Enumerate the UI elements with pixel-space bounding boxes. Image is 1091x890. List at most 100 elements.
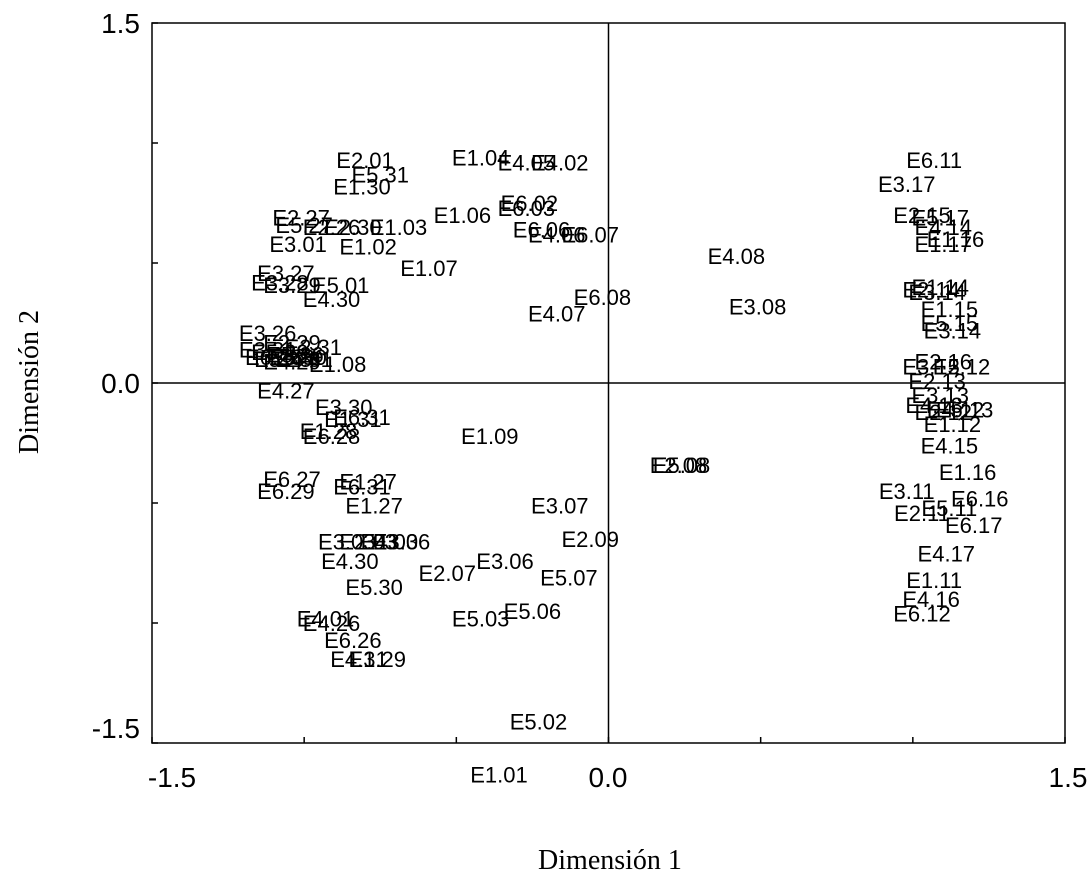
point-label-34: E3.31 xyxy=(239,338,297,363)
point-label-104: E6.17 xyxy=(945,513,1003,538)
point-label-8: E1.06 xyxy=(434,203,492,228)
point-label-79: E4.14 xyxy=(915,215,973,240)
point-label-3: E4.02 xyxy=(531,150,589,175)
point-label-17: E3.01 xyxy=(269,232,327,257)
point-label-80: E1.16 xyxy=(927,227,985,252)
point-label-96: E5.13 xyxy=(936,398,994,423)
point-label-68: E4.01 xyxy=(297,606,355,631)
point-label-62: E2.07 xyxy=(418,561,476,586)
point-label-19: E4.08 xyxy=(708,244,766,269)
point-label-38: E4.31 xyxy=(275,347,333,372)
point-label-42: E3.30 xyxy=(315,395,373,420)
point-label-23: E3.29 xyxy=(263,273,321,298)
x-tick-label-right: 1.5 xyxy=(1049,762,1088,793)
point-label-13: E1.03 xyxy=(370,215,428,240)
point-label-85: E1.15 xyxy=(921,297,979,322)
point-label-60: E2.09 xyxy=(561,527,619,552)
point-label-6: E6.02 xyxy=(501,191,559,216)
point-label-28: E4.07 xyxy=(528,302,586,327)
point-label-66: E5.06 xyxy=(504,599,562,624)
point-label-41: E4.27 xyxy=(257,378,315,403)
point-label-64: E5.07 xyxy=(540,566,598,591)
point-label-102: E2.11 xyxy=(894,501,950,526)
point-label-59: E3.06 xyxy=(373,530,431,555)
point-label-84: E3.14 xyxy=(908,280,966,305)
point-label-1: E1.04 xyxy=(452,146,510,171)
point-label-37: E6.26 xyxy=(245,345,303,370)
point-label-21: E3.27 xyxy=(257,261,315,286)
point-label-4: E5.31 xyxy=(352,162,410,187)
point-label-25: E4.30 xyxy=(303,287,361,312)
point-label-75: E6.11 xyxy=(906,148,962,173)
point-label-58: E4.03 xyxy=(361,530,419,555)
point-label-90: E5.12 xyxy=(933,354,991,379)
point-label-70: E6.26 xyxy=(324,628,382,653)
point-label-47: E1.09 xyxy=(461,424,519,449)
point-label-63: E3.06 xyxy=(476,549,534,574)
y-axis-title: Dimensión 2 xyxy=(14,310,45,454)
point-label-31: E2.31 xyxy=(285,335,343,360)
point-label-103: E5.11 xyxy=(921,496,977,521)
point-label-73: E5.02 xyxy=(510,710,568,735)
point-label-56: E3.03 xyxy=(318,530,376,555)
point-label-57: E2.03 xyxy=(339,530,397,555)
point-label-107: E4.16 xyxy=(902,587,960,612)
point-label-39: E5.26 xyxy=(266,342,324,367)
point-label-27: E3.08 xyxy=(729,294,787,319)
point-label-14: E6.06 xyxy=(513,218,571,243)
point-label-92: E3.13 xyxy=(911,383,969,408)
point-label-101: E6.16 xyxy=(951,486,1009,511)
point-label-20: E1.07 xyxy=(400,256,458,281)
point-label-36: E4.29 xyxy=(263,350,321,375)
point-label-29: E3.26 xyxy=(239,321,297,346)
point-label-93: E4.13 xyxy=(905,393,963,418)
axis-ticks xyxy=(151,22,1066,744)
point-label-48: E2.08 xyxy=(650,453,708,478)
point-label-33: E6.30 xyxy=(269,345,327,370)
point-label-71: E4.31 xyxy=(330,647,388,672)
point-label-53: E6.31 xyxy=(333,474,391,499)
point-label-97: E1.12 xyxy=(924,412,982,437)
point-label-69: E4.26 xyxy=(303,611,361,636)
point-label-22: E3.28 xyxy=(251,270,309,295)
point-label-26: E6.08 xyxy=(574,285,632,310)
point-label-98: E4.15 xyxy=(921,434,979,459)
x-axis-title: Dimensión 1 xyxy=(538,845,682,876)
point-label-40: E1.08 xyxy=(309,352,367,377)
point-label-105: E4.17 xyxy=(918,542,976,567)
point-label-30: E2.29 xyxy=(263,330,321,355)
point-label-108: E6.12 xyxy=(893,602,951,627)
point-label-89: E3.12 xyxy=(902,354,960,379)
point-label-76: E3.17 xyxy=(878,172,936,197)
point-label-2: E4.05 xyxy=(498,150,556,175)
point-label-12: E2.30 xyxy=(324,215,382,240)
point-label-51: E6.29 xyxy=(257,479,315,504)
point-label-32: E5.29 xyxy=(251,340,309,365)
point-label-94: E4.12 xyxy=(927,398,985,423)
point-label-67: E5.03 xyxy=(452,606,510,631)
point-label-5: E1.30 xyxy=(333,174,391,199)
point-label-78: E5.17 xyxy=(911,206,969,231)
point-label-46: E1.28 xyxy=(300,419,358,444)
point-label-7: E6.03 xyxy=(498,196,556,221)
y-tick-label-mid: 0.0 xyxy=(101,368,140,399)
x-tick-label-mid: 0.0 xyxy=(589,762,628,793)
point-label-15: E4.06 xyxy=(528,222,586,247)
point-label-54: E1.27 xyxy=(345,494,403,519)
point-label-50: E6.27 xyxy=(263,467,321,492)
point-label-72: E1.29 xyxy=(348,647,406,672)
point-label-86: E5.15 xyxy=(921,311,979,336)
point-label-0: E2.01 xyxy=(336,148,394,173)
point-label-61: E4.30 xyxy=(321,549,379,574)
y-tick-label-bottom: -1.5 xyxy=(92,713,140,744)
point-label-49: E5.08 xyxy=(653,453,711,478)
point-label-87: E3.14 xyxy=(924,318,982,343)
point-label-52: E1.27 xyxy=(339,470,397,495)
point-label-24: E5.01 xyxy=(312,273,370,298)
point-label-45: E6.28 xyxy=(303,424,361,449)
point-label-55: E3.07 xyxy=(531,494,589,519)
point-label-16: E6.07 xyxy=(561,222,619,247)
point-label-10: E5.27 xyxy=(275,213,333,238)
